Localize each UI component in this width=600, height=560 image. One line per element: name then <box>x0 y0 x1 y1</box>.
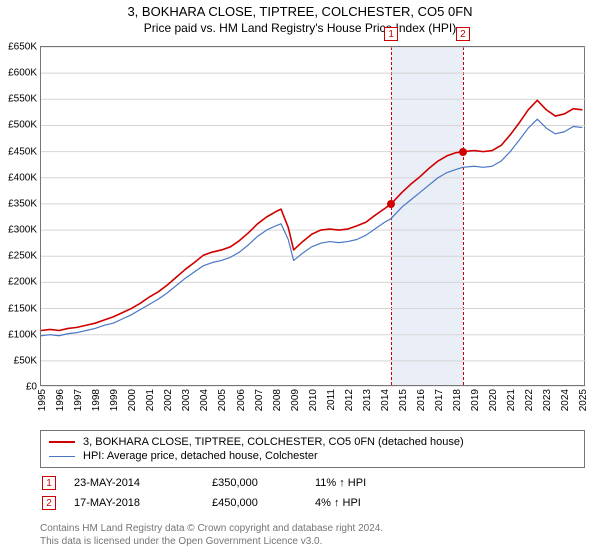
series-property <box>41 100 582 330</box>
x-tick-label: 2010 <box>308 389 319 411</box>
x-tick-label: 1996 <box>55 389 66 411</box>
y-tick-label: £500K <box>8 120 37 131</box>
title-sub: Price paid vs. HM Land Registry's House … <box>0 21 600 35</box>
x-tick-label: 2001 <box>145 389 156 411</box>
legend: 3, BOKHARA CLOSE, TIPTREE, COLCHESTER, C… <box>40 430 585 468</box>
footer-line: This data is licensed under the Open Gov… <box>40 535 585 548</box>
sale-date: 23-MAY-2014 <box>74 477 194 489</box>
sale-badge: 2 <box>42 496 56 510</box>
sale-marker-badge: 2 <box>456 27 470 41</box>
x-tick-label: 2025 <box>578 389 589 411</box>
legend-row: 3, BOKHARA CLOSE, TIPTREE, COLCHESTER, C… <box>49 435 576 449</box>
x-tick-label: 2024 <box>560 389 571 411</box>
y-tick-label: £650K <box>8 42 37 53</box>
footer-line: Contains HM Land Registry data © Crown c… <box>40 522 585 535</box>
sale-marker-dot <box>387 200 395 208</box>
x-tick-label: 1998 <box>91 389 102 411</box>
x-tick-label: 2022 <box>524 389 535 411</box>
plot-svg <box>41 47 586 387</box>
x-tick-label: 2012 <box>344 389 355 411</box>
x-tick-label: 2013 <box>362 389 373 411</box>
x-tick-label: 2007 <box>254 389 265 411</box>
sale-row: 2 17-MAY-2018 £450,000 4% ↑ HPI <box>40 493 585 513</box>
x-tick-label: 1999 <box>109 389 120 411</box>
y-tick-label: £600K <box>8 68 37 79</box>
sales-table: 1 23-MAY-2014 £350,000 11% ↑ HPI 2 17-MAY-201… <box>40 473 585 513</box>
legend-swatch <box>49 456 75 457</box>
y-tick-label: £150K <box>8 303 37 314</box>
x-tick-label: 2003 <box>181 389 192 411</box>
footer: Contains HM Land Registry data © Crown c… <box>40 522 585 548</box>
legend-row: HPI: Average price, detached house, Colc… <box>49 449 576 463</box>
y-tick-label: £450K <box>8 146 37 157</box>
chart-container: 3, BOKHARA CLOSE, TIPTREE, COLCHESTER, C… <box>0 0 600 560</box>
y-tick-label: £0 <box>26 382 37 393</box>
x-tick-label: 2019 <box>470 389 481 411</box>
sale-delta: 4% ↑ HPI <box>315 497 415 509</box>
x-tick-label: 2006 <box>236 389 247 411</box>
legend-swatch <box>49 441 75 443</box>
x-tick-label: 2015 <box>398 389 409 411</box>
y-tick-label: £50K <box>14 355 37 366</box>
x-tick-label: 2018 <box>452 389 463 411</box>
x-tick-label: 2002 <box>163 389 174 411</box>
x-tick-label: 2000 <box>127 389 138 411</box>
y-tick-label: £100K <box>8 329 37 340</box>
x-tick-label: 2004 <box>199 389 210 411</box>
title-main: 3, BOKHARA CLOSE, TIPTREE, COLCHESTER, C… <box>0 4 600 19</box>
x-tick-label: 1997 <box>73 389 84 411</box>
y-tick-label: £200K <box>8 277 37 288</box>
y-tick-label: £250K <box>8 251 37 262</box>
y-tick-label: £300K <box>8 225 37 236</box>
y-tick-label: £350K <box>8 198 37 209</box>
title-block: 3, BOKHARA CLOSE, TIPTREE, COLCHESTER, C… <box>0 0 600 35</box>
x-tick-label: 2023 <box>542 389 553 411</box>
legend-label: 3, BOKHARA CLOSE, TIPTREE, COLCHESTER, C… <box>83 436 464 448</box>
sale-price: £450,000 <box>212 497 297 509</box>
sale-marker-badge: 1 <box>384 27 398 41</box>
sale-delta: 11% ↑ HPI <box>315 477 415 489</box>
x-tick-label: 2011 <box>326 389 337 411</box>
legend-label: HPI: Average price, detached house, Colc… <box>83 450 318 462</box>
y-tick-label: £550K <box>8 94 37 105</box>
plot-area: £0£50K£100K£150K£200K£250K£300K£350K£400… <box>40 46 585 386</box>
x-tick-label: 2020 <box>488 389 499 411</box>
x-tick-label: 2021 <box>506 389 517 411</box>
x-tick-label: 2005 <box>217 389 228 411</box>
y-tick-label: £400K <box>8 172 37 183</box>
sale-marker-dot <box>459 148 467 156</box>
sale-date: 17-MAY-2018 <box>74 497 194 509</box>
x-tick-label: 2014 <box>380 389 391 411</box>
x-tick-label: 2017 <box>434 389 445 411</box>
x-tick-label: 1995 <box>37 389 48 411</box>
sale-badge: 1 <box>42 476 56 490</box>
x-tick-label: 2009 <box>290 389 301 411</box>
sale-price: £350,000 <box>212 477 297 489</box>
x-tick-label: 2016 <box>416 389 427 411</box>
sale-row: 1 23-MAY-2014 £350,000 11% ↑ HPI <box>40 473 585 493</box>
x-tick-label: 2008 <box>272 389 283 411</box>
